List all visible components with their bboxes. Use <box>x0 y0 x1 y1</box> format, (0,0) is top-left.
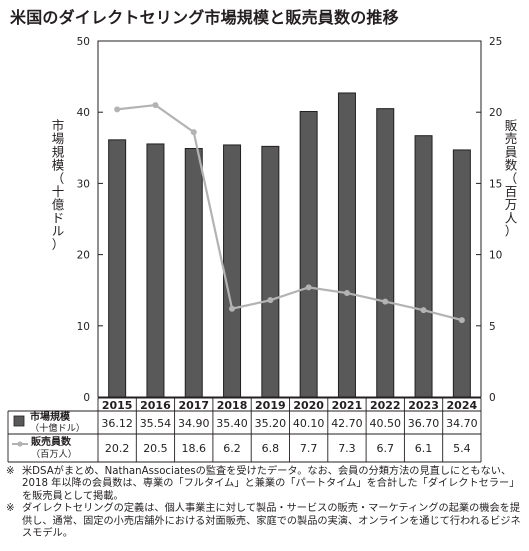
bar-value-label: 34.90 <box>178 417 210 430</box>
legend-bar-label: 市場規模 <box>30 410 71 423</box>
line-value-label: 6.8 <box>262 442 280 455</box>
bar-value-label: 36.70 <box>408 417 440 430</box>
footnote-mark: ※ <box>6 503 15 515</box>
left-tick-label: 0 <box>83 392 90 404</box>
right-tick-label: 15 <box>489 178 502 190</box>
left-tick-label: 30 <box>77 178 90 190</box>
bar <box>146 143 165 398</box>
left-tick-label: 50 <box>77 36 90 48</box>
line-point <box>190 129 197 136</box>
footnote-mark: ※ <box>6 466 15 477</box>
line-value-label: 7.7 <box>300 442 318 455</box>
line-value-label: 18.6 <box>182 442 207 455</box>
bar-value-label: 42.70 <box>331 417 363 430</box>
category-label: 2016 <box>140 399 171 412</box>
left-tick-label: 20 <box>77 250 90 262</box>
footnotes: ※ 米DSAがまとめ、NathanAssociatesの監査を受けたデータ。なお… <box>6 466 524 540</box>
footnote: ※ ダイレクトセリングの定義は、個人事業主に対して製品・サービスの販売・マーケテ… <box>6 503 524 540</box>
footnote: ※ 米DSAがまとめ、NathanAssociatesの監査を受けたデータ。なお… <box>6 466 524 503</box>
line-point <box>305 284 312 291</box>
category-label: 2023 <box>408 399 439 412</box>
bar <box>108 139 127 398</box>
bar <box>452 149 471 398</box>
line-point <box>343 290 350 297</box>
line-value-label: 20.2 <box>105 442 130 455</box>
right-tick-label: 20 <box>489 107 502 119</box>
category-label: 2018 <box>217 399 248 412</box>
footnote-text: ダイレクトセリングの定義は、個人事業主に対して製品・サービスの販売・マーケティン… <box>22 503 521 540</box>
category-label: 2017 <box>178 399 209 412</box>
footnote-text: 米DSAがまとめ、NathanAssociatesの監査を受けたデータ。なお、会… <box>22 466 520 502</box>
bar <box>414 135 433 398</box>
line-point <box>114 106 121 113</box>
right-axis-title: 販売員数（百万人） <box>505 118 518 239</box>
line-value-label: 6.7 <box>377 442 395 455</box>
line-point <box>382 298 389 305</box>
bar-value-label: 35.40 <box>216 417 248 430</box>
left-axis-title: 市場規模（十億ドル） <box>52 118 65 252</box>
line-point <box>420 307 427 314</box>
bar <box>184 148 203 398</box>
legend-bar-unit: （十億ドル） <box>30 422 85 434</box>
bar-value-label: 35.20 <box>255 417 287 430</box>
right-tick-label: 5 <box>489 321 496 333</box>
bar-value-label: 40.50 <box>370 417 402 430</box>
right-axis: 0 5 10 15 20 25 <box>476 36 502 404</box>
line-point <box>267 297 274 304</box>
category-label: 2021 <box>332 399 363 412</box>
category-label: 2022 <box>370 399 401 412</box>
category-label: 2019 <box>255 399 286 412</box>
line-point <box>152 102 159 109</box>
right-tick-label: 10 <box>489 250 502 262</box>
left-tick-label: 10 <box>77 321 90 333</box>
series-line <box>117 103 463 322</box>
category-label: 2015 <box>102 399 133 412</box>
right-tick-label: 0 <box>489 392 496 404</box>
bar-value-label: 34.70 <box>446 417 478 430</box>
plot-frame <box>97 40 482 398</box>
bar <box>299 110 318 398</box>
bar <box>337 92 356 398</box>
legend-line-label: 販売員数 <box>31 435 72 448</box>
bar <box>376 108 395 398</box>
line-value-label: 6.2 <box>223 442 241 455</box>
bar <box>261 145 280 398</box>
data-table: 2015 2016 2017 2018 2019 2020 2021 2022 2023 2024… <box>7 397 482 463</box>
line-series <box>114 102 465 324</box>
line-point <box>229 305 236 312</box>
bar-value-label: 40.10 <box>293 417 325 430</box>
category-label: 2024 <box>447 399 478 412</box>
legend-line-unit: （百万人） <box>31 449 77 460</box>
chart-title: 米国のダイレクトセリング市場規模と販売員数の推移 <box>10 8 399 27</box>
left-tick-label: 40 <box>77 107 90 119</box>
left-axis: 0 10 20 30 40 50 <box>77 36 103 404</box>
line-value-label: 20.5 <box>143 442 168 455</box>
line-value-label: 6.1 <box>415 442 433 455</box>
legend-bar-swatch <box>13 415 25 427</box>
bar-value-label: 36.12 <box>101 417 133 430</box>
legend-line-marker <box>17 441 23 447</box>
bar-series <box>108 92 471 398</box>
bar-value-label: 35.54 <box>140 417 172 430</box>
line-value-label: 5.4 <box>453 442 471 455</box>
line-value-label: 7.3 <box>338 442 356 455</box>
right-tick-label: 25 <box>489 36 502 48</box>
line-point <box>458 317 465 324</box>
category-label: 2020 <box>293 399 324 412</box>
bar <box>223 144 242 398</box>
